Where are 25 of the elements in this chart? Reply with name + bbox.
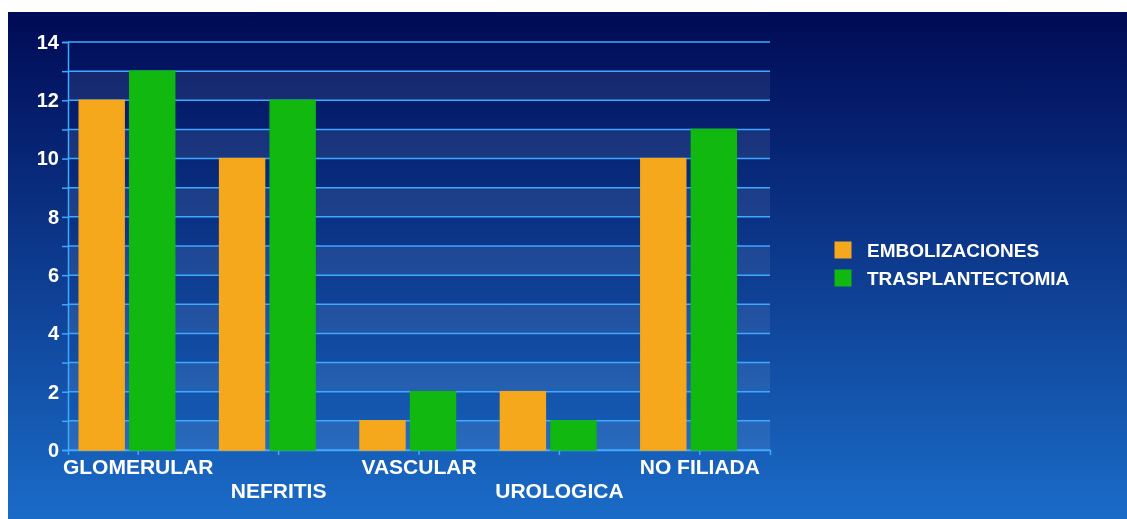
x-tick-label: NO FILIADA	[639, 454, 760, 478]
y-tick-label: 2	[47, 380, 59, 403]
bar	[129, 70, 176, 451]
bar	[409, 390, 457, 451]
y-tick-label: 14	[36, 30, 60, 53]
bar	[218, 157, 266, 451]
y-tick-label: 12	[36, 89, 59, 112]
bar	[550, 420, 597, 451]
bar	[499, 390, 547, 451]
bar	[640, 157, 687, 451]
x-tick-label: VASCULAR	[361, 454, 477, 478]
bar	[359, 420, 406, 451]
y-tick-label: 6	[47, 264, 59, 287]
x-tick-label: GLOMERULAR	[62, 454, 214, 478]
bar	[269, 99, 316, 451]
legend-label: TRASPLANTECTOMIA	[867, 268, 1070, 289]
y-tick-label: 4	[47, 322, 60, 345]
x-tick-label: NEFRITIS	[230, 478, 327, 502]
bar	[690, 128, 738, 451]
x-tick-label: UROLOGICA	[495, 478, 624, 502]
y-tick-label: 10	[36, 147, 59, 170]
y-tick-label: 0	[47, 438, 59, 461]
y-tick-label: 8	[47, 205, 59, 228]
bar	[78, 99, 125, 451]
legend-label: EMBOLIZACIONES	[867, 240, 1040, 261]
